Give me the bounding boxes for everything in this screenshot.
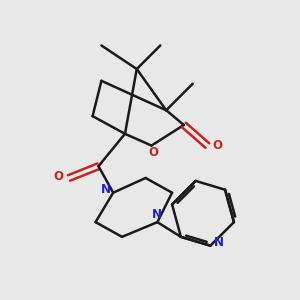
Text: N: N bbox=[152, 208, 162, 221]
Text: O: O bbox=[213, 139, 223, 152]
Text: N: N bbox=[214, 236, 224, 249]
Text: N: N bbox=[101, 183, 111, 196]
Text: O: O bbox=[148, 146, 158, 159]
Text: O: O bbox=[54, 170, 64, 183]
